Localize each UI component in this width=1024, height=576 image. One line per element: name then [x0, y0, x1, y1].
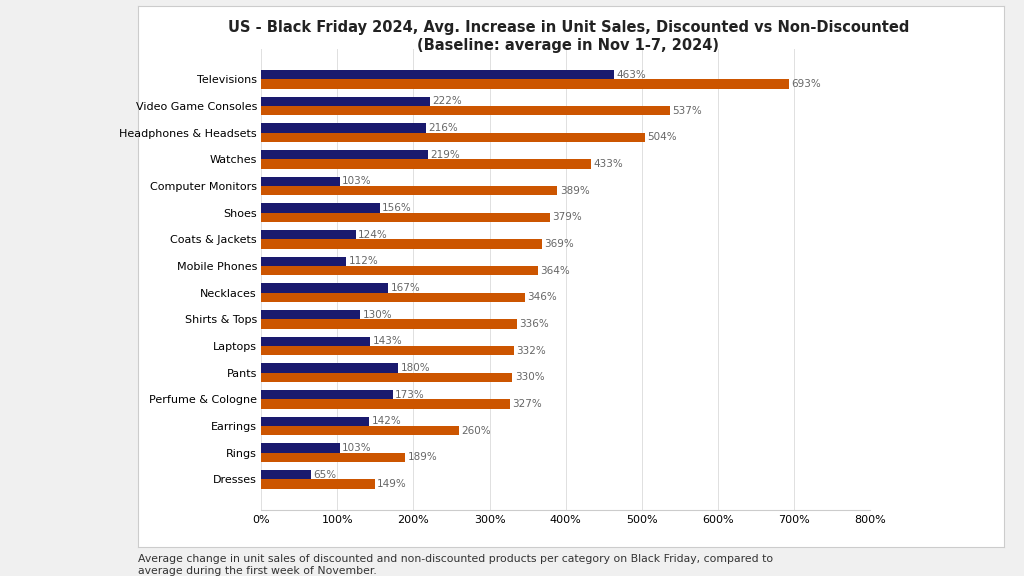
Text: 364%: 364% [541, 266, 570, 276]
Text: 167%: 167% [390, 283, 420, 293]
Bar [261, 453, 406, 462]
Text: 336%: 336% [519, 319, 549, 329]
Bar [261, 177, 340, 186]
Bar [261, 337, 370, 346]
Bar [261, 186, 557, 195]
Text: 173%: 173% [395, 390, 425, 400]
Bar [261, 399, 510, 409]
Text: 379%: 379% [552, 213, 582, 222]
Text: 260%: 260% [462, 426, 492, 436]
Bar [261, 240, 542, 249]
Bar [261, 257, 346, 266]
Bar [261, 310, 360, 319]
Text: 504%: 504% [647, 132, 677, 142]
Bar [261, 426, 459, 435]
Text: 346%: 346% [527, 293, 557, 302]
Text: 130%: 130% [362, 310, 392, 320]
Text: 142%: 142% [372, 416, 401, 426]
Bar [261, 390, 393, 399]
Text: 463%: 463% [616, 70, 646, 79]
Bar [261, 319, 517, 329]
Bar [261, 213, 550, 222]
Text: 330%: 330% [515, 373, 545, 382]
Text: US - Black Friday 2024, Avg. Increase in Unit Sales, Discounted vs Non-Discounte: US - Black Friday 2024, Avg. Increase in… [227, 20, 909, 52]
Bar [261, 417, 370, 426]
Text: 180%: 180% [400, 363, 430, 373]
Bar [261, 293, 524, 302]
Text: Average change in unit sales of discounted and non-discounted products per categ: Average change in unit sales of discount… [138, 554, 773, 576]
Text: 369%: 369% [545, 239, 574, 249]
Text: 693%: 693% [792, 79, 821, 89]
Bar [261, 123, 426, 132]
Bar [261, 70, 613, 79]
Bar [261, 79, 788, 89]
Text: 103%: 103% [342, 176, 372, 186]
Text: 124%: 124% [357, 230, 388, 240]
Bar [261, 132, 645, 142]
Text: 537%: 537% [673, 105, 702, 116]
Text: 222%: 222% [432, 96, 462, 106]
Bar [261, 283, 388, 293]
Bar [261, 479, 375, 489]
Text: 65%: 65% [313, 470, 336, 480]
Text: 433%: 433% [593, 159, 623, 169]
Text: 332%: 332% [516, 346, 546, 356]
Bar [261, 160, 591, 169]
Bar [261, 203, 380, 213]
Bar [261, 266, 539, 275]
Text: 216%: 216% [428, 123, 458, 133]
Bar [261, 470, 310, 479]
Text: 112%: 112% [349, 256, 379, 266]
Bar [261, 150, 428, 160]
Bar [261, 444, 340, 453]
Text: 219%: 219% [430, 150, 460, 160]
Bar [261, 106, 670, 115]
Bar [261, 363, 398, 373]
Text: 103%: 103% [342, 443, 372, 453]
Text: 327%: 327% [512, 399, 542, 409]
Text: 389%: 389% [560, 185, 590, 196]
Text: 143%: 143% [373, 336, 402, 346]
Text: 149%: 149% [377, 479, 407, 489]
Bar [261, 373, 512, 382]
Text: 189%: 189% [408, 453, 437, 463]
Text: 156%: 156% [382, 203, 412, 213]
Bar [261, 346, 514, 355]
Bar [261, 230, 355, 240]
Bar [261, 97, 430, 106]
